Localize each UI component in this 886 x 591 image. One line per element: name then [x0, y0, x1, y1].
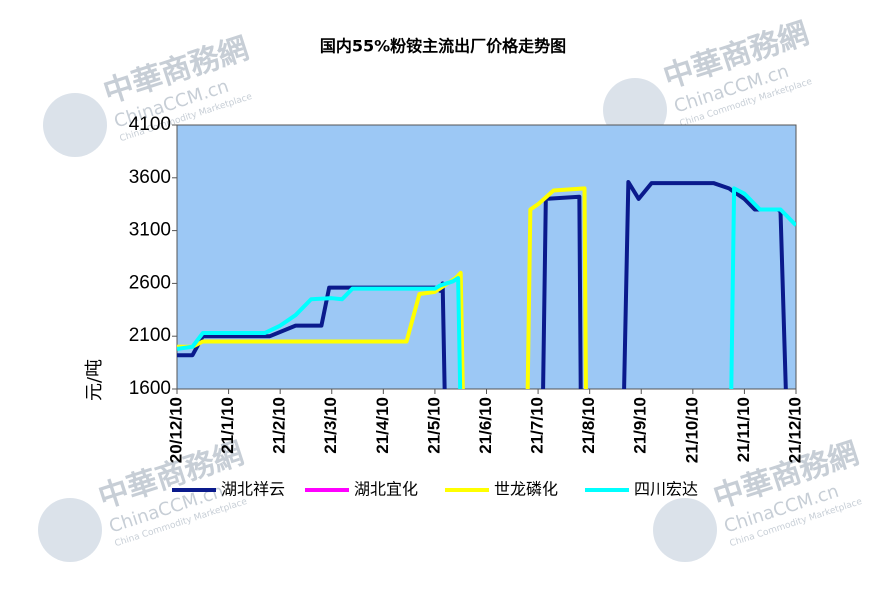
watermark-globe [38, 498, 102, 562]
x-tick-label: 21/9/10 [631, 397, 650, 454]
x-tick-label: 21/3/10 [321, 397, 340, 454]
series-line [177, 186, 588, 389]
plot-area [176, 124, 797, 390]
series-line [177, 186, 796, 389]
watermark-globe [43, 93, 107, 157]
watermark-globe [653, 498, 717, 562]
y-tick-label: 2100 [129, 325, 171, 346]
x-tick-label: 21/4/10 [373, 397, 392, 454]
x-tick-label: 21/12/10 [785, 397, 804, 463]
legend-label: 四川宏达 [634, 480, 698, 499]
x-tick-label: 21/7/10 [528, 397, 547, 454]
x-tick-label: 21/11/10 [734, 397, 753, 462]
y-tick-label: 2600 [129, 272, 171, 293]
x-tick-label: 21/6/10 [476, 397, 495, 454]
x-tick-label: 21/8/10 [579, 397, 598, 454]
x-tick-label: 20/12/10 [166, 397, 185, 463]
x-tick-label: 21/2/10 [270, 397, 289, 454]
legend-label: 世龙磷化 [494, 480, 558, 499]
y-tick-label: 4100 [129, 114, 171, 135]
y-axis-label: 元/吨 [84, 359, 105, 401]
y-tick-label: 1600 [129, 378, 171, 399]
series-line [177, 180, 788, 389]
x-tick-label: 21/5/10 [424, 397, 443, 454]
x-tick-label: 21/10/10 [682, 397, 701, 463]
chart-title: 国内55%粉铵主流出厂价格走势图 [320, 37, 566, 56]
legend-label: 湖北祥云 [221, 480, 285, 499]
plot-lines [177, 180, 796, 389]
legend-label: 湖北宜化 [354, 480, 418, 499]
y-tick-label: 3100 [129, 220, 171, 241]
x-tick-label: 21/1/10 [218, 397, 237, 454]
y-tick-label: 3600 [129, 167, 171, 188]
